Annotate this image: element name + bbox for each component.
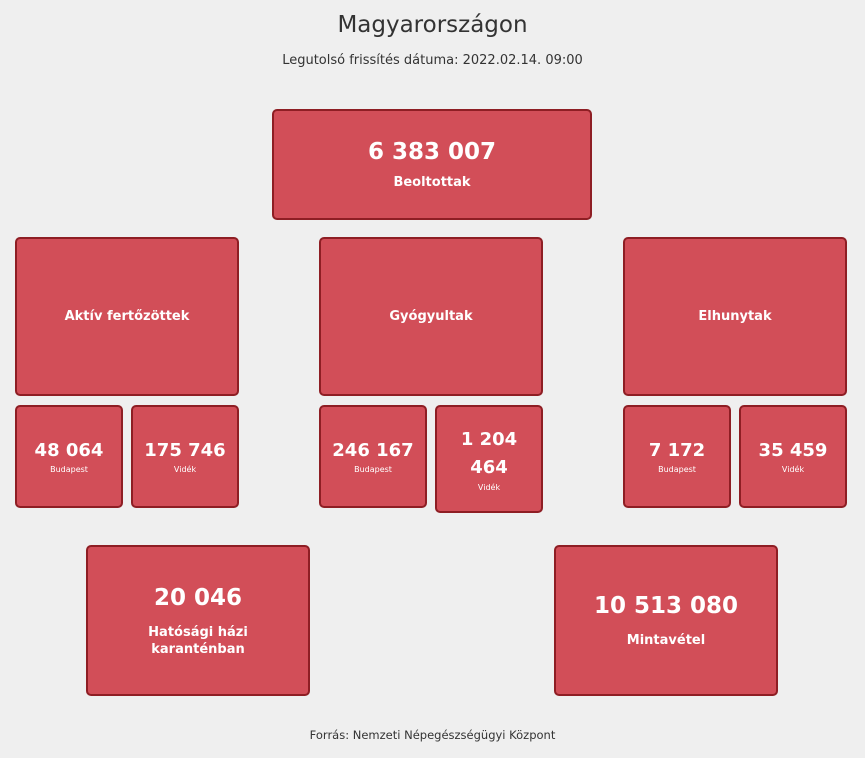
deceased-card: Elhunytak	[623, 237, 847, 396]
active-infected-card: Aktív fertőzöttek	[15, 237, 239, 396]
recovered-budapest-value: 246 167	[332, 440, 414, 461]
deceased-videk-card: 35 459 Vidék	[739, 405, 847, 508]
active-infected-videk-card: 175 746 Vidék	[131, 405, 239, 508]
active-infected-budapest-value: 48 064	[34, 440, 104, 461]
active-infected-label: Aktív fertőzöttek	[64, 309, 190, 324]
recovered-budapest-label: Budapest	[354, 465, 392, 474]
page-title: Magyarországon	[337, 12, 528, 38]
quarantine-card: 20 046 Hatósági házi karanténban	[86, 545, 310, 696]
active-infected-budapest-label: Budapest	[50, 465, 88, 474]
sampling-card: 10 513 080 Mintavétel	[554, 545, 778, 696]
active-infected-budapest-card: 48 064 Budapest	[15, 405, 123, 508]
deceased-label: Elhunytak	[698, 309, 772, 324]
recovered-label: Gyógyultak	[389, 309, 473, 324]
sampling-label: Mintavétel	[626, 633, 706, 648]
deceased-budapest-value: 7 172	[648, 440, 706, 461]
vaccinated-card: 6 383 007 Beoltottak	[272, 109, 592, 220]
quarantine-value: 20 046	[153, 584, 243, 611]
source-footer: Forrás: Nemzeti Népegészségügyi Központ	[309, 728, 556, 742]
deceased-videk-value: 35 459	[758, 440, 828, 461]
recovered-card: Gyógyultak	[319, 237, 543, 396]
vaccinated-value: 6 383 007	[367, 139, 497, 165]
active-infected-videk-value: 175 746	[144, 440, 226, 461]
recovered-budapest-card: 246 167 Budapest	[319, 405, 427, 508]
vaccinated-label: Beoltottak	[393, 175, 471, 190]
deceased-budapest-card: 7 172 Budapest	[623, 405, 731, 508]
active-infected-videk-label: Vidék	[173, 465, 197, 474]
last-update-text: Legutolsó frissítés dátuma: 2022.02.14. …	[282, 53, 583, 68]
quarantine-label: Hatósági házi karanténban	[148, 624, 248, 657]
sampling-value: 10 513 080	[593, 593, 739, 619]
deceased-videk-label: Vidék	[781, 465, 805, 474]
recovered-videk-card: 1 204 464 Vidék	[435, 405, 543, 513]
deceased-budapest-label: Budapest	[658, 465, 696, 474]
recovered-videk-value: 1 204 464	[460, 428, 518, 478]
recovered-videk-label: Vidék	[477, 482, 501, 492]
